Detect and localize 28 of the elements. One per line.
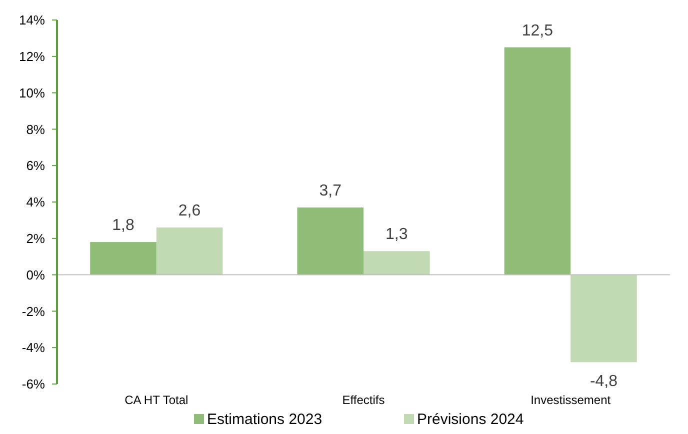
bar <box>297 207 364 275</box>
y-tick-label: 4% <box>26 194 46 210</box>
data-label: 2,6 <box>178 202 201 220</box>
x-tick-label: CA HT Total <box>124 393 188 407</box>
legend-label: Estimations 2023 <box>207 411 322 428</box>
y-tick-label: 2% <box>26 230 46 246</box>
legend-label: Prévisions 2024 <box>417 411 524 428</box>
y-tick-label: 0% <box>26 267 46 282</box>
data-label: 1,8 <box>112 217 134 234</box>
y-tick-label: 10% <box>18 85 46 100</box>
data-label: 12,5 <box>522 22 554 40</box>
x-tick-label: Effectifs <box>342 393 385 407</box>
y-tick-label: -2% <box>22 304 46 319</box>
y-tick-label: 8% <box>26 122 46 137</box>
bar <box>364 251 430 275</box>
data-label: 3,7 <box>319 182 342 200</box>
y-tick-label: -6% <box>22 376 46 392</box>
x-tick-label: Investissement <box>530 393 612 407</box>
y-tick-label: 14% <box>18 12 46 28</box>
bar <box>90 242 156 275</box>
bar <box>570 274 637 362</box>
bar <box>156 227 223 275</box>
data-label: -4,8 <box>590 373 618 390</box>
y-tick-label: 6% <box>26 158 46 174</box>
y-tick-label: -4% <box>22 340 46 356</box>
bar <box>504 47 571 275</box>
data-label: 1,3 <box>386 226 408 244</box>
y-tick-label: 12% <box>18 48 46 64</box>
